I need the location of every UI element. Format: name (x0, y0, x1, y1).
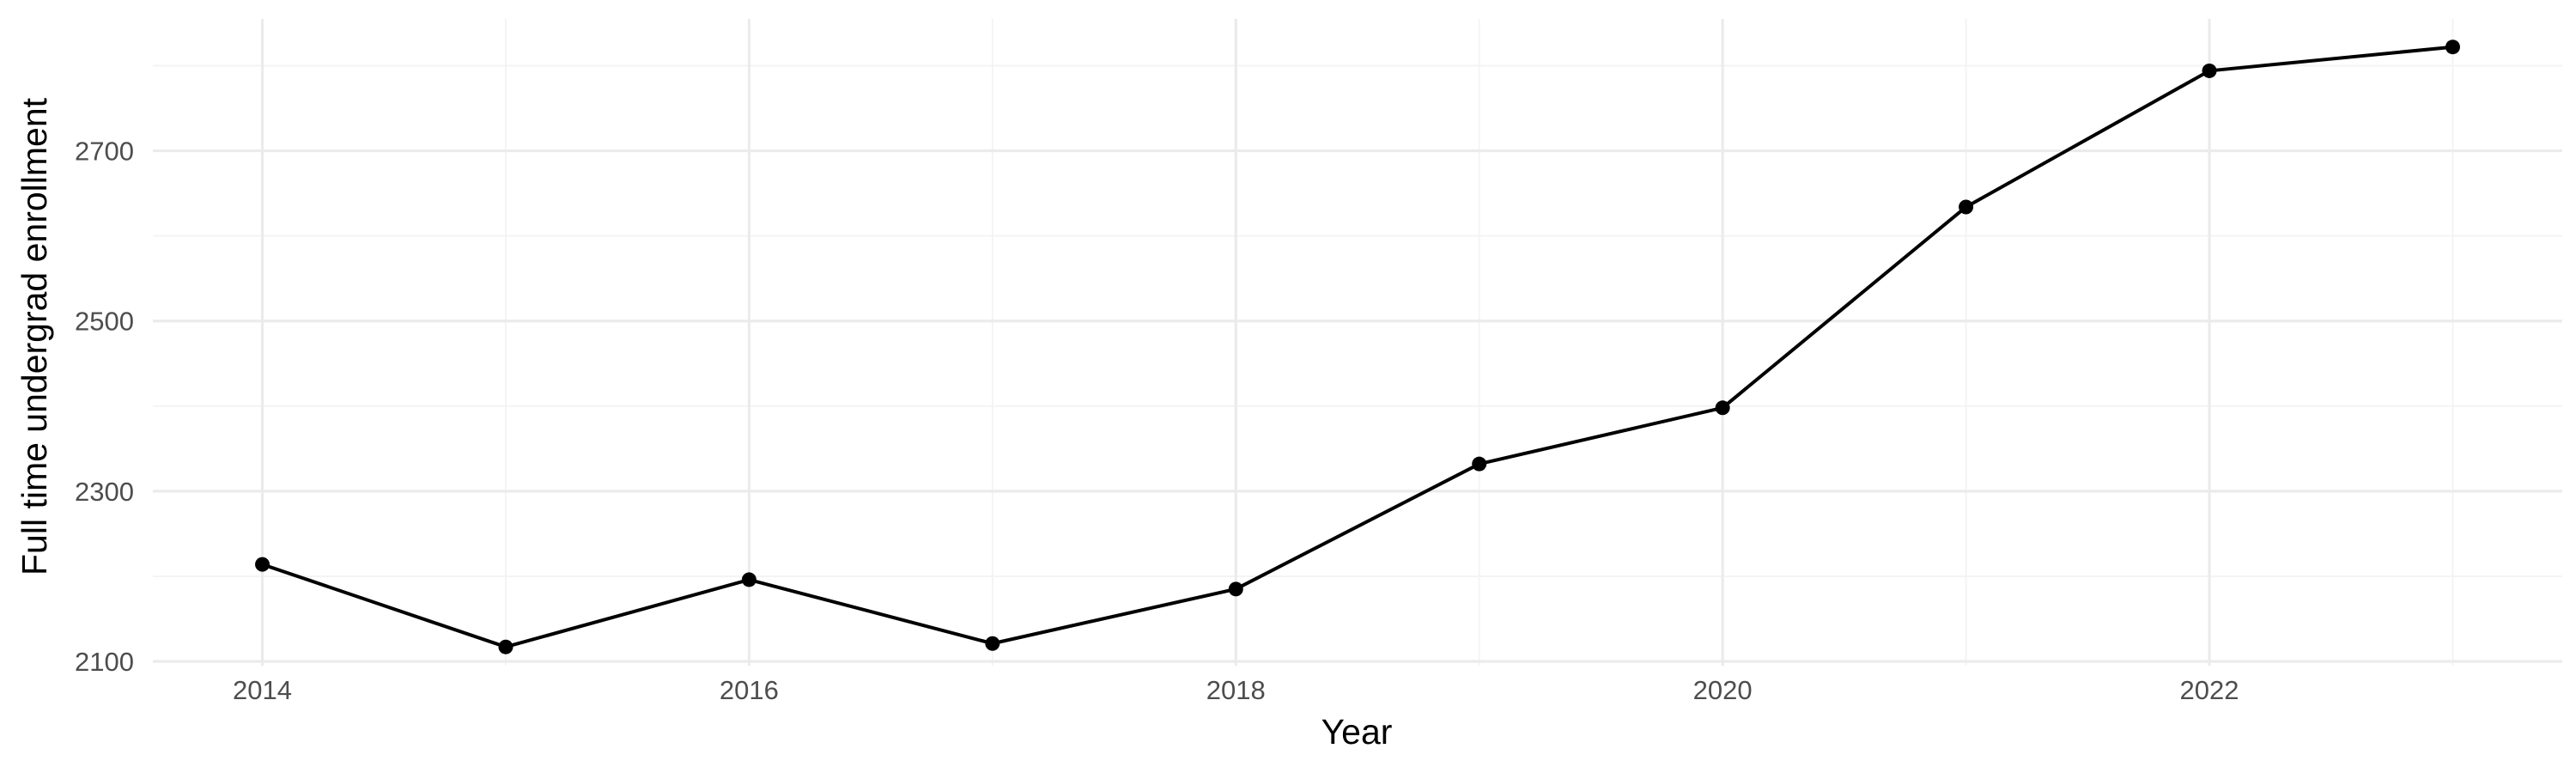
x-tick-label: 2022 (2180, 675, 2239, 705)
data-point: 2019: 2332 (1472, 456, 1487, 472)
data-point: 2015: 2117 (498, 639, 513, 654)
x-tick-label: 2018 (1206, 675, 1266, 705)
y-axis-title: Full time undergrad enrollment (15, 97, 54, 575)
x-tick-label: 2016 (720, 675, 779, 705)
series-line (260, 45, 2455, 649)
data-point: 2022: 2794 (2202, 63, 2217, 78)
data-points: 2014: 2214 2015: 2117 2016: 2196 2017: 2121… (255, 40, 2460, 654)
data-point: 2017: 2121 (985, 636, 1000, 651)
x-axis-ticks: 2014 2016 2018 2020 2022 (233, 675, 2239, 705)
data-point: 2021: 2634 (1959, 199, 1974, 215)
y-tick-label: 2100 (75, 647, 134, 677)
x-tick-label: 2020 (1693, 675, 1753, 705)
data-point: 2020: 2398 (1715, 400, 1730, 416)
y-axis-ticks: 2100 2300 2500 2700 (75, 137, 134, 677)
series-line-layer (260, 45, 2455, 649)
data-point: 2014: 2214 (255, 557, 270, 572)
x-axis-title: Year (1321, 712, 1393, 752)
y-tick-label: 2700 (75, 137, 134, 167)
y-tick-label: 2500 (75, 307, 134, 337)
data-point: 2016: 2196 (741, 572, 756, 587)
x-tick-label: 2014 (233, 675, 292, 705)
y-tick-label: 2300 (75, 477, 134, 507)
grid (153, 19, 2562, 666)
data-point: 2018: 2185 (1228, 581, 1243, 597)
data-point: 2023: 2822 (2445, 40, 2460, 55)
